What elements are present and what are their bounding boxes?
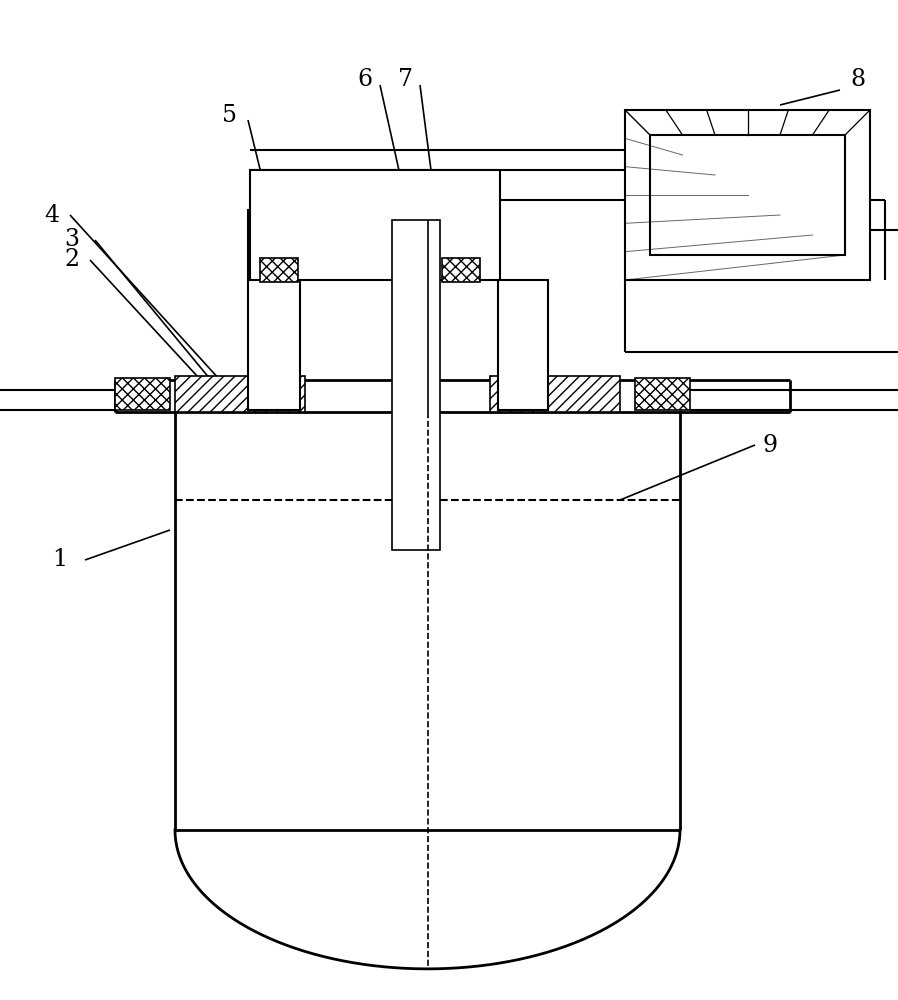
- Bar: [250, 170, 500, 280]
- Text: 6: 6: [357, 68, 373, 92]
- Bar: [248, 210, 300, 410]
- Bar: [490, 376, 620, 412]
- Text: 4: 4: [44, 204, 59, 227]
- Bar: [175, 376, 305, 412]
- Bar: [498, 280, 548, 410]
- Bar: [625, 110, 870, 280]
- Text: 2: 2: [65, 248, 80, 271]
- Text: 5: 5: [223, 104, 237, 126]
- Text: 1: 1: [52, 548, 67, 572]
- Bar: [260, 258, 298, 282]
- Text: 8: 8: [850, 68, 866, 92]
- Text: 3: 3: [65, 229, 80, 251]
- Text: 9: 9: [762, 434, 778, 456]
- Bar: [115, 378, 170, 410]
- Bar: [442, 258, 480, 282]
- Bar: [650, 135, 845, 255]
- Text: 7: 7: [398, 68, 412, 92]
- Bar: [635, 378, 690, 410]
- Bar: [392, 220, 440, 550]
